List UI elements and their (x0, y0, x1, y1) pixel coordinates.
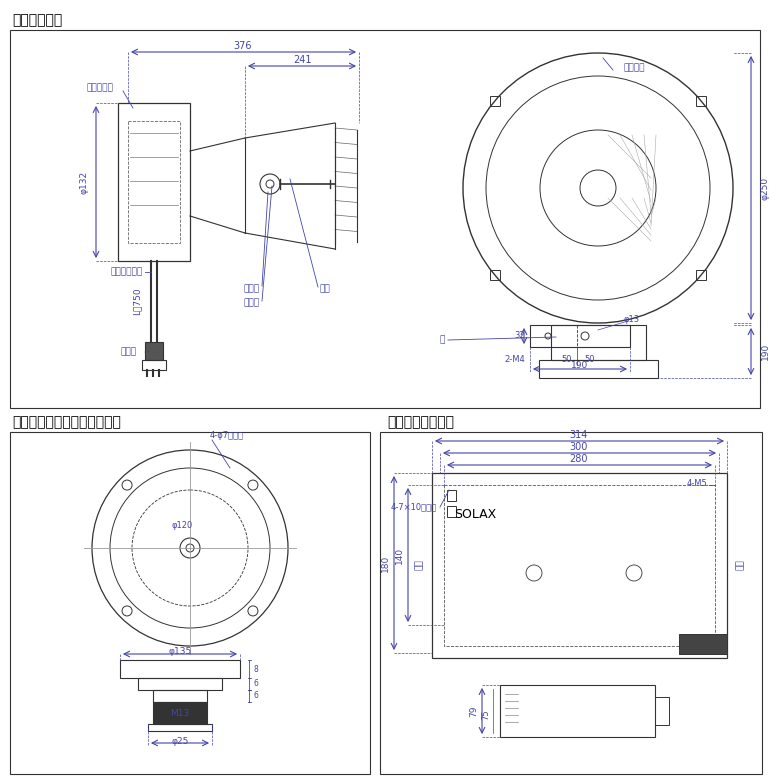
Text: φ25: φ25 (171, 736, 189, 746)
Bar (128, 121, 180, 243)
Text: 4-φ7取付穴: 4-φ7取付穴 (210, 431, 244, 440)
Bar (500, 685, 655, 737)
Text: 50: 50 (584, 355, 595, 363)
Text: 6: 6 (254, 691, 259, 701)
Bar (432, 473, 727, 658)
Text: 241: 241 (293, 55, 311, 65)
Bar (153, 702, 207, 724)
Text: 190: 190 (761, 342, 769, 359)
Text: L＝750: L＝750 (132, 287, 142, 315)
Text: ランプ: ランプ (244, 298, 260, 308)
Bar (655, 697, 669, 725)
Text: 2-M4: 2-M4 (504, 355, 525, 363)
Bar (696, 269, 706, 280)
Text: フランジシーリング外形寸法: フランジシーリング外形寸法 (12, 415, 121, 429)
Bar (444, 485, 715, 646)
Bar (138, 678, 222, 690)
Text: 8: 8 (254, 665, 259, 673)
Text: 腕: 腕 (440, 336, 445, 344)
Text: 79: 79 (470, 705, 478, 717)
Text: 314: 314 (570, 430, 588, 440)
Text: φ250: φ250 (761, 177, 769, 200)
Text: 300: 300 (570, 442, 588, 452)
Bar (530, 325, 630, 347)
Text: 本体外形寸法: 本体外形寸法 (12, 13, 62, 27)
Bar (10, 30, 760, 408)
Text: 50: 50 (562, 355, 572, 363)
Text: φ120: φ120 (172, 522, 192, 530)
Bar (118, 103, 190, 261)
Text: 排気: 排気 (414, 560, 424, 570)
Text: 4-7×10取付穴: 4-7×10取付穴 (391, 502, 437, 512)
Text: 190: 190 (571, 361, 588, 369)
Text: 280: 280 (570, 454, 588, 464)
Bar (679, 634, 727, 654)
Text: φ13: φ13 (624, 316, 640, 324)
Bar (447, 506, 456, 517)
Bar (447, 490, 456, 501)
Bar (10, 432, 370, 774)
Bar (490, 96, 500, 106)
Text: 180: 180 (380, 555, 390, 572)
Text: フィルタ: フィルタ (623, 63, 644, 73)
Text: 6: 6 (254, 679, 259, 689)
Bar (380, 432, 762, 774)
Text: 冷却ファン: 冷却ファン (86, 84, 113, 92)
Text: 4-M5: 4-M5 (686, 479, 707, 487)
Text: 376: 376 (234, 41, 253, 51)
Bar (551, 325, 646, 360)
Text: プラグ: プラグ (121, 348, 137, 356)
Text: 140: 140 (394, 547, 403, 564)
Bar (145, 342, 163, 360)
Text: 反射鏡: 反射鏡 (244, 284, 260, 294)
Text: SOLAX: SOLAX (454, 508, 496, 522)
Text: φ132: φ132 (79, 170, 89, 194)
Text: 32: 32 (514, 331, 525, 341)
Text: M13: M13 (170, 708, 189, 718)
Bar (539, 360, 658, 378)
Bar (148, 724, 212, 731)
Text: 75: 75 (481, 710, 490, 720)
Text: 吸気: 吸気 (735, 560, 745, 570)
Text: 電源装置外形寸法: 電源装置外形寸法 (387, 415, 454, 429)
Bar (120, 660, 240, 678)
Bar (153, 690, 207, 702)
Bar (490, 269, 500, 280)
Text: 灯体: 灯体 (320, 284, 331, 294)
Text: φ135: φ135 (169, 647, 192, 657)
Bar (696, 96, 706, 106)
Bar (142, 360, 166, 370)
Text: 二次側コード: 二次側コード (111, 268, 143, 276)
